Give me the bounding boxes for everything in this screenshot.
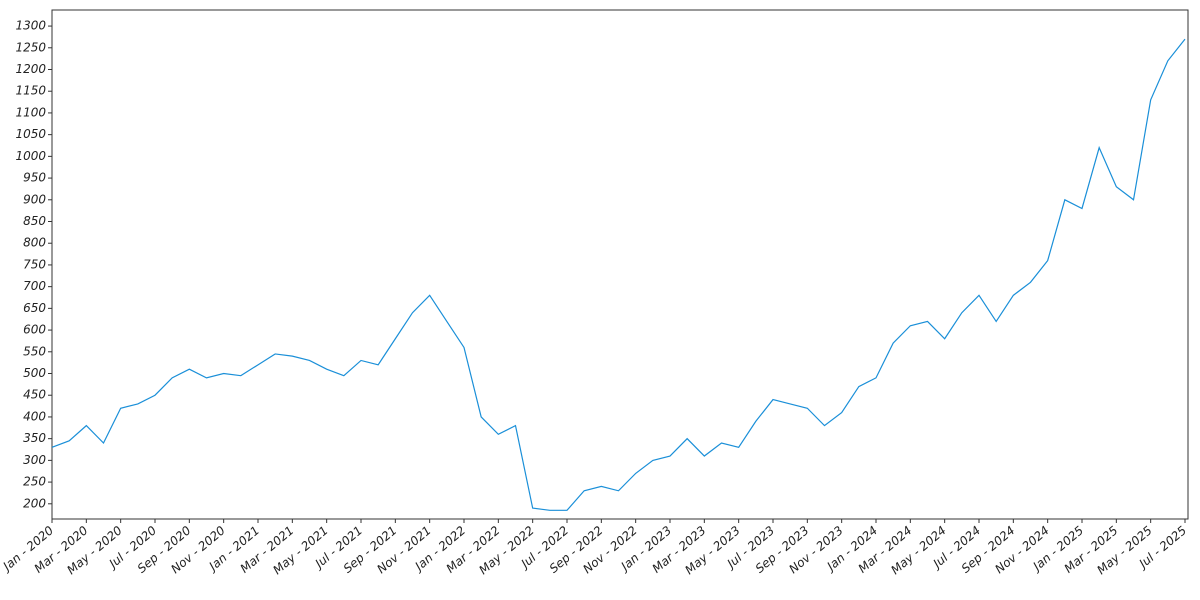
y-tick-label: 400	[23, 409, 46, 423]
y-tick-label: 950	[23, 171, 46, 185]
y-tick-label: 600	[23, 323, 46, 337]
y-tick-label: 700	[23, 279, 46, 293]
y-tick-label: 800	[23, 236, 46, 250]
y-tick-label: 1000	[15, 149, 46, 163]
y-tick-label: 850	[23, 214, 46, 228]
y-tick-label: 500	[23, 366, 46, 380]
y-tick-label: 250	[23, 475, 46, 489]
y-tick-label: 1150	[15, 84, 46, 98]
y-tick-label: 1250	[15, 40, 46, 54]
y-tick-label: 300	[23, 453, 46, 467]
y-tick-label: 550	[23, 344, 46, 358]
y-tick-label: 450	[23, 388, 46, 402]
y-tick-label: 1100	[15, 105, 46, 119]
y-tick-label: 200	[23, 496, 46, 510]
plot-frame	[51, 9, 1189, 520]
y-tick-label: 1300	[15, 19, 46, 33]
y-tick-label: 1200	[15, 62, 46, 76]
line-series	[51, 38, 1186, 511]
y-tick-label: 900	[23, 192, 46, 206]
y-tick-label: 750	[23, 257, 46, 271]
y-tick-label: 350	[23, 431, 46, 445]
y-tick-label: 1050	[15, 127, 46, 141]
y-tick-label: 650	[23, 301, 46, 315]
